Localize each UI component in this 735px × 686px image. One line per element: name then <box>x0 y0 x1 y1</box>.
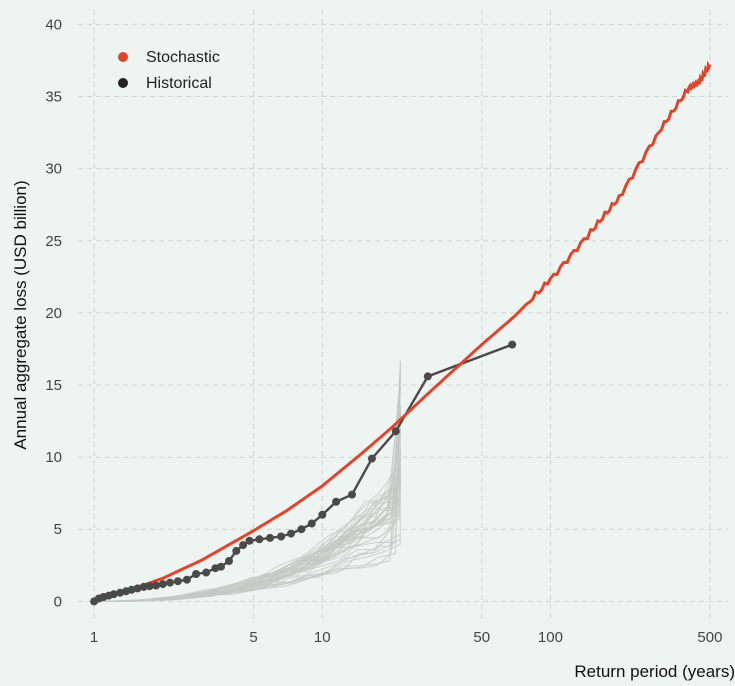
historical-point <box>348 490 356 499</box>
y-tick-label: 25 <box>45 233 62 250</box>
x-tick-label: 500 <box>697 629 722 646</box>
y-tick-label: 35 <box>45 89 62 106</box>
historical-point <box>232 546 241 555</box>
y-tick-label: 40 <box>45 16 62 33</box>
historical-point <box>367 454 376 463</box>
historical-point <box>287 529 296 538</box>
legend: Stochastic Historical <box>118 49 220 92</box>
historical-point <box>332 497 341 506</box>
historical-point <box>508 340 517 349</box>
x-tick-label: 50 <box>473 629 490 646</box>
x-tick-label: 10 <box>314 629 331 646</box>
historical-point <box>173 577 182 586</box>
x-tick-label: 5 <box>249 629 257 646</box>
historical-point <box>225 557 233 565</box>
historical-point <box>245 536 254 545</box>
historical-point <box>192 570 201 578</box>
y-tick-label: 10 <box>45 449 62 466</box>
legend-stochastic-marker <box>118 52 128 62</box>
historical-point <box>158 580 167 589</box>
x-tick-label: 1 <box>90 629 98 646</box>
y-tick-label: 20 <box>45 305 62 322</box>
simulation-lines <box>94 360 401 602</box>
legend-stochastic-label: Stochastic <box>146 49 220 66</box>
y-tick-label: 15 <box>45 377 62 394</box>
simulation-line <box>94 372 401 602</box>
historical-point <box>307 519 316 528</box>
legend-historical-marker <box>118 78 128 88</box>
historical-point <box>391 427 400 436</box>
historical-point <box>318 510 327 519</box>
historical-point <box>239 541 248 550</box>
historical-point <box>166 578 174 587</box>
historical-point <box>423 372 432 381</box>
y-axis-title: Annual aggregate loss (USD billion) <box>11 180 30 449</box>
historical-point <box>152 581 161 590</box>
historical-point <box>297 525 306 534</box>
legend-historical-label: Historical <box>146 75 212 92</box>
x-tick-label: 100 <box>538 629 563 646</box>
historical-point <box>266 533 274 542</box>
series-layer <box>90 60 712 606</box>
historical-point <box>217 562 225 571</box>
x-axis-title: Return period (years) <box>574 662 735 681</box>
historical-point <box>133 584 142 593</box>
historical-point <box>202 568 211 577</box>
historical-point <box>109 590 118 599</box>
historical-point <box>182 575 191 584</box>
historical-point <box>145 582 154 591</box>
historical-point <box>277 532 286 541</box>
simulation-line <box>94 360 401 602</box>
y-tick-label: 0 <box>54 593 62 610</box>
stochastic-line <box>93 60 712 603</box>
grid-layer <box>78 10 728 623</box>
y-tick-label: 5 <box>54 521 62 538</box>
historical-point <box>139 582 148 591</box>
historical-point <box>255 535 264 544</box>
y-tick-label: 30 <box>45 161 62 178</box>
